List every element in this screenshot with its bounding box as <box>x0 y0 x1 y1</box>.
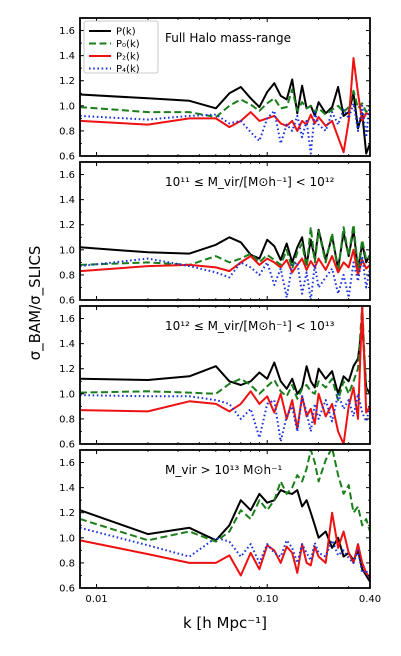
panel-frame <box>79 17 371 157</box>
panel-title: 10¹¹ ≤ M_vir/[M⊙h⁻¹] < 10¹² <box>165 175 335 189</box>
y-axis-label: σ_BAM/σ_SLICS <box>26 246 45 361</box>
y-tick-label: 1.6 <box>59 26 75 37</box>
x-axis-label: k [h Mpc⁻¹] <box>183 614 267 632</box>
panel-title: Full Halo mass-range <box>165 31 291 45</box>
legend: P(k)P₀(k) P₂(k)P₄(k) <box>83 20 159 75</box>
panel-frame <box>79 449 371 589</box>
series-line-4 <box>80 392 370 443</box>
series-line-2 <box>80 306 370 402</box>
y-tick-label: 1.6 <box>59 314 75 325</box>
series-line-2 <box>80 450 370 543</box>
x-tick-label: 0.40 <box>359 594 381 605</box>
y-tick-label: 1.0 <box>59 389 75 400</box>
y-tick-label: 0.6 <box>59 296 75 307</box>
series-line-4 <box>80 255 370 300</box>
legend-box <box>83 20 159 74</box>
panel-4: 0.6 0.8 1.0 1.2 1.4 1.6 0.01 0.10 0.40 M_vir > 10… <box>59 449 381 605</box>
series-line-3 <box>80 57 370 154</box>
y-tick-label: 0.6 <box>59 152 75 163</box>
legend-label: P₄(k) <box>116 64 140 75</box>
y-tick-label: 0.8 <box>59 126 75 137</box>
series-line-4 <box>80 99 370 155</box>
y-tick-label: 1.4 <box>59 195 75 206</box>
y-tick-label: 1.0 <box>59 101 75 112</box>
y-tick-label: 0.8 <box>59 414 75 425</box>
legend-label: P(k) <box>116 27 136 38</box>
x-tick-label: 0.01 <box>85 594 107 605</box>
y-tick-label: 0.8 <box>59 558 75 569</box>
panel-title: M_vir > 10¹³ M⊙h⁻¹ <box>165 463 282 477</box>
series-line-1 <box>80 78 370 155</box>
y-tick-label: 0.6 <box>59 440 75 451</box>
legend-label: P₂(k) <box>116 52 140 63</box>
series-line-3 <box>80 511 370 579</box>
y-tick-label: 1.2 <box>59 76 75 87</box>
y-tick-label: 0.6 <box>59 584 75 595</box>
panel-frame <box>79 305 371 445</box>
series-line-4 <box>80 526 370 581</box>
panel-2: 0.6 0.8 1.0 1.2 1.4 1.6 10¹¹ ≤ M_vir/[M⊙h⁻¹] <… <box>59 161 371 307</box>
panel-frame <box>79 161 371 301</box>
series-line-2 <box>80 223 370 274</box>
y-tick-label: 0.8 <box>59 270 75 281</box>
series-line-1 <box>80 228 370 271</box>
y-tick-label: 1.6 <box>59 170 75 181</box>
panel-1: 0.6 0.8 1.0 1.2 1.4 1.6 Full Halo mass-range <box>59 17 371 163</box>
y-tick-label: 1.2 <box>59 220 75 231</box>
y-tick-label: 1.4 <box>59 483 75 494</box>
panel-title: 10¹² ≤ M_vir/[M⊙h⁻¹] < 10¹³ <box>165 319 335 333</box>
y-tick-label: 1.4 <box>59 51 75 62</box>
series-line-1 <box>80 322 370 395</box>
series-line-3 <box>80 248 370 276</box>
panel-3: 0.6 0.8 1.0 1.2 1.4 1.6 10¹² ≤ M_vir/[M⊙h⁻¹] <… <box>59 305 371 451</box>
y-tick-label: 1.6 <box>59 458 75 469</box>
y-tick-label: 1.2 <box>59 508 75 519</box>
y-tick-label: 1.0 <box>59 245 75 256</box>
y-tick-label: 1.0 <box>59 533 75 544</box>
legend-label: P₀(k) <box>116 39 140 50</box>
y-tick-label: 1.2 <box>59 364 75 375</box>
x-tick-label: 0.10 <box>256 594 278 605</box>
y-tick-label: 1.4 <box>59 339 75 350</box>
